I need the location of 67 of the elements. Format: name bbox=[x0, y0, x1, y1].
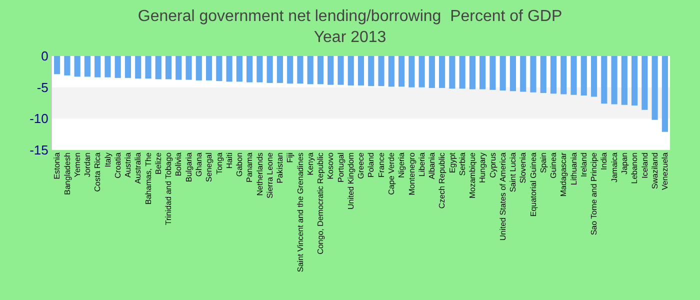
x-tick-label: Fiji bbox=[286, 152, 295, 163]
y-tick-label: -15 bbox=[30, 142, 48, 158]
x-tick-label: Serbia bbox=[458, 152, 467, 176]
x-tick-label: Tonga bbox=[214, 152, 224, 174]
x-tick-label: Ghana bbox=[194, 152, 204, 177]
x-tick-label: Albania bbox=[428, 152, 437, 180]
x-tick-label: Greece bbox=[356, 152, 366, 179]
x-tick-label: Pakistan bbox=[276, 152, 285, 184]
x-tick-label: India bbox=[600, 152, 609, 170]
x-tick-label: France bbox=[376, 152, 386, 178]
chart-title: General government net lending/borrowing Percent of GDP bbox=[138, 8, 562, 25]
x-tick-label: Yemen bbox=[72, 152, 82, 178]
y-tick-label: -10 bbox=[30, 111, 48, 126]
x-tick-label: Australia bbox=[134, 152, 143, 184]
x-tick-label: Guinea bbox=[549, 152, 558, 178]
x-tick-label: Equatorial Guinea bbox=[528, 152, 538, 217]
x-tick-label: Jordan bbox=[83, 152, 92, 178]
x-tick-label: Jamaica bbox=[610, 152, 619, 182]
x-tick-label: Bulgaria bbox=[184, 152, 194, 182]
x-tick-label: Netherlands bbox=[255, 152, 264, 196]
x-tick-label: Kenya bbox=[306, 152, 315, 176]
x-tick-label: Belize bbox=[154, 152, 163, 174]
x-tick-label: United States of America bbox=[498, 152, 508, 241]
x-tick-label: Congo, Democratic Republic bbox=[316, 152, 326, 254]
x-tick-label: Bangladesh bbox=[62, 152, 72, 195]
x-tick-label: Bahamas, The bbox=[144, 152, 153, 204]
x-tick-label: Gabon bbox=[235, 152, 244, 177]
x-tick-label: Bolivia bbox=[174, 152, 184, 176]
x-tick-label: Croatia bbox=[113, 152, 122, 178]
x-tick-label: Poland bbox=[366, 152, 376, 178]
x-tick-label: Saint Vincent and the Grenadines bbox=[296, 152, 305, 272]
x-tick-label: Lithuania bbox=[569, 152, 578, 186]
x-tick-label: Sierra Leone bbox=[265, 152, 274, 198]
x-tick-label: Lebanon bbox=[630, 152, 640, 184]
x-tick-label: Montenegro bbox=[407, 152, 416, 196]
x-tick-label: Madagascar bbox=[559, 152, 568, 197]
x-tick-label: Costa Rica bbox=[93, 152, 102, 192]
x-tick-label: Sao Tome and Principe bbox=[590, 152, 599, 236]
x-tick-label: Slovenia bbox=[518, 152, 528, 184]
x-tick-label: Italy bbox=[103, 152, 112, 168]
x-tick-label: Senegal bbox=[204, 152, 214, 182]
y-tick-label: -5 bbox=[36, 80, 48, 95]
x-tick-label: Hungary bbox=[478, 152, 488, 183]
x-tick-label: Nigeria bbox=[397, 152, 406, 178]
x-tick-label: Ireland bbox=[579, 152, 588, 178]
chart-subtitle: Year 2013 bbox=[314, 28, 386, 46]
x-tick-label: Liberia bbox=[417, 152, 426, 177]
x-tick-label: Cape Verde bbox=[386, 152, 396, 195]
x-tick-label: Haiti bbox=[224, 152, 234, 169]
x-tick-label: Saint Lucia bbox=[508, 152, 518, 192]
x-tick-label: Japan bbox=[620, 152, 630, 174]
x-tick-label: Venezuela bbox=[660, 152, 670, 190]
x-tick-label: Egypt bbox=[448, 152, 457, 174]
x-tick-label: United Kingdom bbox=[346, 152, 356, 210]
y-tick-label: 0 bbox=[41, 48, 48, 64]
x-tick-label: Estonia bbox=[52, 152, 62, 180]
x-tick-label: Iceland bbox=[640, 152, 650, 178]
x-tick-label: Austria bbox=[124, 152, 133, 178]
x-tick-label: Kosovo bbox=[326, 152, 336, 180]
x-tick-label: Trinidad and Tobago bbox=[164, 152, 174, 226]
x-tick-label: Czech Republic bbox=[438, 152, 447, 209]
x-tick-label: Mozambique bbox=[468, 152, 478, 198]
x-tick-label: Panama bbox=[245, 152, 254, 182]
x-tick-label: Cyprus bbox=[488, 152, 498, 178]
x-tick-label: Spain bbox=[538, 152, 548, 174]
x-tick-label: Portugal bbox=[336, 152, 346, 182]
x-tick-label: Swaziland bbox=[650, 152, 660, 190]
